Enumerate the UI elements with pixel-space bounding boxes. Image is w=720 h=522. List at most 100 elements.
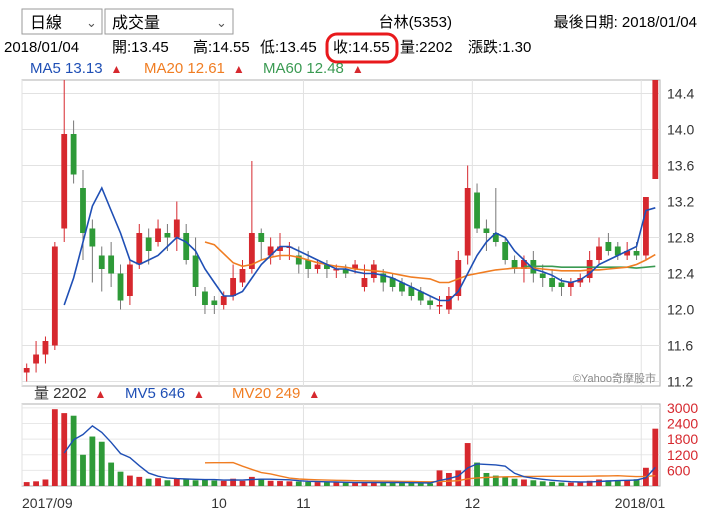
candle-body — [502, 242, 509, 260]
volume-legend-label: MV5 646 — [125, 385, 185, 402]
volume-bar — [352, 482, 358, 486]
up-triangle-icon: ▲ — [308, 387, 320, 401]
volume-tick-label: 2400 — [667, 416, 698, 432]
candle-body — [445, 296, 452, 310]
volume-bar — [549, 481, 556, 486]
volume-legend-label: 量 2202 — [34, 385, 87, 402]
candle-body — [624, 251, 631, 256]
volume-bar — [567, 482, 574, 486]
candle-body — [643, 197, 649, 256]
ma5-line — [63, 186, 656, 306]
candle-body — [145, 237, 152, 251]
candle-body — [89, 228, 96, 247]
volume-bar — [333, 482, 340, 486]
volume-bar — [361, 482, 368, 486]
volume-bar — [324, 482, 330, 486]
candle-body — [42, 341, 49, 355]
candle-body — [474, 192, 480, 229]
price-tick-label: 14.0 — [667, 122, 694, 138]
candle-body — [521, 260, 527, 269]
ma60-line — [524, 265, 656, 269]
volume-bar — [70, 415, 77, 486]
close-price-highlight — [325, 32, 399, 64]
volume-tick-label: 600 — [667, 462, 691, 478]
volume-bar — [380, 482, 387, 486]
candle-body — [258, 233, 265, 242]
ohlc-high: 高:14.55 — [193, 39, 250, 56]
price-tick-label: 13.6 — [667, 158, 694, 174]
volume-bar — [633, 479, 640, 486]
candle-body — [605, 242, 612, 251]
volume-bar — [248, 476, 255, 486]
candle-body — [492, 233, 499, 242]
up-triangle-icon: ▲ — [352, 62, 364, 76]
price-gridlines — [21, 80, 660, 386]
volume-bar — [605, 480, 612, 486]
volume-bar — [145, 478, 152, 486]
candle-body — [230, 278, 237, 296]
volume-bar — [455, 470, 462, 486]
volume-bar — [136, 476, 143, 486]
volume-bars — [23, 409, 659, 486]
volume-bar — [173, 478, 180, 486]
volume-bar — [89, 436, 96, 486]
ma20-line — [204, 241, 656, 284]
volume-bar — [126, 475, 133, 486]
volume-bar — [624, 480, 631, 486]
mv20-line — [204, 461, 656, 483]
volume-bar — [164, 480, 171, 486]
volume-bar — [202, 479, 208, 486]
volume-bar — [117, 471, 124, 486]
volume-tick-label: 1200 — [667, 447, 698, 463]
volume-plot-area — [21, 403, 661, 487]
volume-bar — [530, 480, 537, 486]
volume-bar — [342, 482, 349, 486]
x-tick-label: 10 — [211, 495, 227, 511]
candle-body — [70, 134, 77, 175]
candle-body — [80, 188, 86, 233]
price-plot-area — [21, 79, 661, 387]
candle-body — [220, 296, 227, 305]
volume-bar — [521, 479, 527, 486]
candle-body — [652, 80, 659, 179]
period-dropdown[interactable]: 日線 ⌄ — [21, 8, 103, 35]
ma-legend-label: MA60 12.48 — [263, 60, 344, 77]
volume-bar — [211, 480, 218, 486]
candle-body — [295, 255, 302, 265]
ohlc-low: 低:13.45 — [260, 39, 317, 56]
price-tick-label: 13.2 — [667, 194, 694, 210]
volume-bar — [98, 441, 105, 486]
volume-bar — [417, 483, 424, 486]
mv5-line — [63, 425, 656, 484]
candle-body — [108, 255, 115, 274]
price-tick-label: 11.2 — [667, 374, 693, 390]
volume-legend-label: MV20 249 — [232, 385, 300, 402]
volume-bar — [511, 478, 518, 486]
volume-bar — [61, 413, 68, 486]
ohlc-change: 漲跌:1.30 — [468, 39, 531, 56]
candle-body — [464, 188, 471, 256]
candle-body — [126, 264, 133, 296]
candle-body — [436, 305, 443, 307]
volume-bar — [286, 481, 293, 486]
up-triangle-icon: ▲ — [111, 62, 123, 76]
ma-legend-label: MA20 12.61 — [144, 60, 225, 77]
volume-bar — [220, 480, 227, 486]
volume-bar — [277, 481, 283, 486]
chevron-down-icon: ⌄ — [216, 15, 227, 30]
volume-bar — [474, 462, 480, 486]
volume-bar — [539, 481, 546, 486]
candle-body — [455, 260, 462, 296]
price-axis: 11.2 11.6 12.0 12.4 12.8 13.2 13.6 14.0 14.4 — [667, 86, 694, 390]
indicator-dropdown[interactable]: 成交量 ⌄ — [104, 8, 234, 35]
candle-body — [596, 246, 602, 260]
volume-bar — [108, 462, 115, 486]
candle-body — [248, 233, 255, 269]
candle-body — [239, 269, 246, 283]
candle-body — [539, 273, 546, 278]
volume-bar — [370, 482, 377, 486]
volume-bar — [23, 482, 30, 486]
x-tick-label: 12 — [465, 495, 481, 511]
